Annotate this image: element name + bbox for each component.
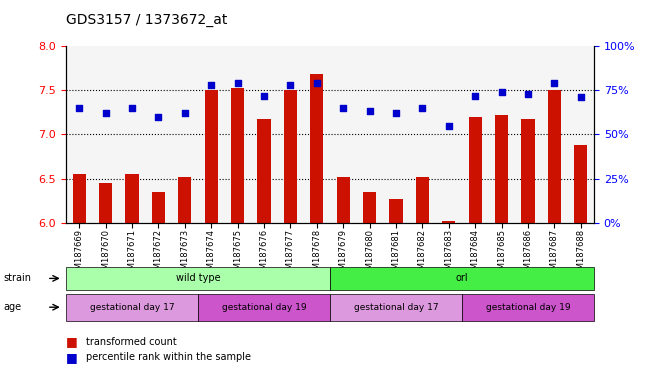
- Point: [549, 80, 560, 86]
- Bar: [284, 90, 297, 223]
- Point: [180, 110, 190, 116]
- Bar: [310, 74, 323, 223]
- Bar: [416, 177, 429, 223]
- Bar: [257, 119, 271, 223]
- Bar: [574, 145, 587, 223]
- Text: age: age: [3, 302, 21, 312]
- Bar: [125, 174, 139, 223]
- Text: wild type: wild type: [176, 273, 220, 283]
- Bar: [231, 88, 244, 223]
- Point: [523, 91, 533, 97]
- Text: strain: strain: [3, 273, 31, 283]
- Point: [444, 122, 454, 129]
- Bar: [469, 117, 482, 223]
- Point: [338, 105, 348, 111]
- Point: [576, 94, 586, 100]
- Point: [364, 108, 375, 114]
- Point: [74, 105, 84, 111]
- Text: GDS3157 / 1373672_at: GDS3157 / 1373672_at: [66, 13, 228, 27]
- Bar: [99, 183, 112, 223]
- Bar: [495, 115, 508, 223]
- Point: [391, 110, 401, 116]
- Point: [496, 89, 507, 95]
- Point: [127, 105, 137, 111]
- Point: [206, 82, 216, 88]
- Text: ■: ■: [66, 351, 78, 364]
- Bar: [205, 90, 218, 223]
- Point: [285, 82, 296, 88]
- Point: [312, 80, 322, 86]
- Point: [232, 80, 243, 86]
- Text: orl: orl: [455, 273, 469, 283]
- Bar: [152, 192, 165, 223]
- Bar: [178, 177, 191, 223]
- Text: gestational day 19: gestational day 19: [486, 303, 570, 312]
- Text: gestational day 19: gestational day 19: [222, 303, 306, 312]
- Point: [100, 110, 111, 116]
- Text: gestational day 17: gestational day 17: [354, 303, 438, 312]
- Text: gestational day 17: gestational day 17: [90, 303, 174, 312]
- Point: [470, 93, 480, 99]
- Bar: [442, 221, 455, 223]
- Bar: [337, 177, 350, 223]
- Point: [417, 105, 428, 111]
- Point: [153, 114, 164, 120]
- Bar: [548, 90, 561, 223]
- Bar: [363, 192, 376, 223]
- Text: ■: ■: [66, 335, 78, 348]
- Bar: [389, 199, 403, 223]
- Bar: [73, 174, 86, 223]
- Text: percentile rank within the sample: percentile rank within the sample: [86, 352, 251, 362]
- Point: [259, 93, 269, 99]
- Text: transformed count: transformed count: [86, 337, 177, 347]
- Bar: [521, 119, 535, 223]
